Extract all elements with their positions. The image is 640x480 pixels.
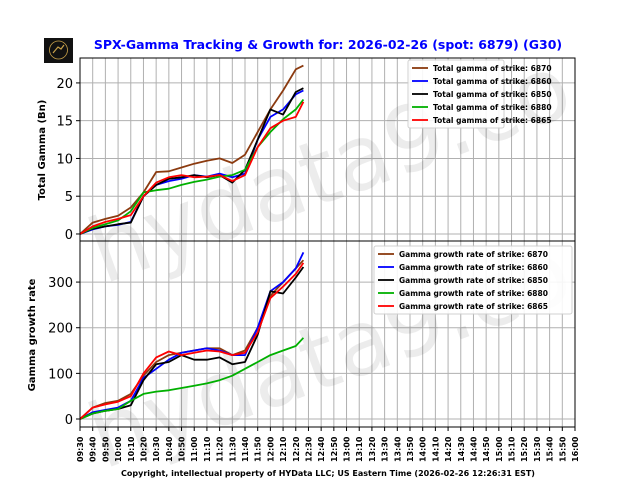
legend-entry: Total gamma of strike: 6860 [433, 77, 552, 86]
legend [373, 245, 573, 315]
legend-entry: Total gamma of strike: 6870 [433, 64, 552, 73]
x-tick-label: 14:20 [444, 436, 453, 462]
series-line-6865 [79, 262, 305, 420]
x-tick-label: 11:00 [190, 436, 199, 462]
legend-entry: Gamma growth rate of strike: 6880 [399, 289, 548, 298]
logo [44, 38, 73, 63]
x-tick-label: 13:30 [381, 436, 390, 462]
x-tick-label: 12:50 [330, 436, 339, 462]
x-tick-label: 15:30 [533, 436, 542, 462]
x-tick-label: 09:50 [101, 436, 110, 462]
x-tick-label: 11:20 [216, 436, 225, 462]
legend-entry: Gamma growth rate of strike: 6860 [399, 263, 548, 272]
x-tick-label: 12:00 [266, 436, 275, 462]
copyright-note: Copyright, intellectual property of HYDa… [121, 469, 535, 478]
x-tick-label: 11:50 [254, 436, 263, 462]
x-tick-label: 10:30 [152, 436, 161, 462]
series-line-6880 [79, 98, 305, 235]
x-tick-label: 14:00 [419, 436, 428, 462]
x-tick-label: 12:10 [279, 436, 288, 462]
x-tick-label: 15:40 [546, 436, 555, 462]
series-line-6865 [79, 101, 305, 235]
y-tick-label: 0 [65, 413, 73, 428]
x-tick-label: 14:40 [469, 436, 478, 462]
legend-entry: Gamma growth rate of strike: 6865 [399, 302, 548, 311]
legend [407, 59, 505, 129]
x-tick-label: 13:00 [343, 436, 352, 462]
y-tick-label: 10 [56, 152, 73, 167]
legend-entry: Total gamma of strike: 6850 [433, 90, 552, 99]
x-tick-label: 15:20 [520, 436, 529, 462]
y-tick-label: 5 [65, 190, 73, 205]
y-tick-label: 20 [56, 77, 73, 92]
x-tick-label: 15:10 [508, 436, 517, 462]
legend-entry: Total gamma of strike: 6865 [433, 116, 552, 125]
x-tick-label: 12:30 [304, 436, 313, 462]
legend-entry: Gamma growth rate of strike: 6850 [399, 276, 548, 285]
x-tick-label: 10:10 [127, 436, 136, 462]
x-tick-label: 10:00 [114, 436, 123, 462]
chart-title: SPX-Gamma Tracking & Growth for: 2026-02… [94, 37, 562, 52]
legend-entry: Gamma growth rate of strike: 6870 [399, 250, 548, 259]
y-tick-label: 0 [65, 228, 73, 243]
x-tick-label: 13:10 [355, 436, 364, 462]
x-tick-label: 10:50 [178, 436, 187, 462]
y-tick-label: 200 [48, 322, 73, 337]
x-tick-label: 15:50 [558, 436, 567, 462]
plot-frame [79, 240, 576, 428]
x-tick-label: 12:40 [317, 436, 326, 462]
x-tick-label: 13:50 [406, 436, 415, 462]
x-tick-label: 09:40 [89, 436, 98, 462]
x-tick-label: 14:50 [482, 436, 491, 462]
x-tick-label: 10:40 [165, 436, 174, 462]
x-tick-label: 12:20 [292, 436, 301, 462]
x-tick-label: 16:00 [571, 436, 580, 462]
x-tick-label: 14:30 [457, 436, 466, 462]
x-tick-label: 11:30 [228, 436, 237, 462]
series-line-6880 [79, 337, 305, 420]
top-y-axis-label: Total Gamma (Bn) [37, 100, 48, 201]
x-tick-label: 09:30 [76, 436, 85, 462]
x-tick-label: 11:40 [241, 436, 250, 462]
x-tick-label: 11:10 [203, 436, 212, 462]
x-tick-label: 13:40 [393, 436, 402, 462]
y-tick-label: 300 [48, 276, 73, 291]
series-line-6850 [79, 87, 304, 235]
bottom-y-axis-label: Gamma growth rate [27, 278, 38, 391]
legend-entry: Total gamma of strike: 6880 [433, 103, 552, 112]
x-tick-label: 14:10 [431, 436, 440, 462]
y-tick-label: 15 [56, 115, 73, 130]
x-tick-label: 13:20 [368, 436, 377, 462]
x-tick-label: 15:00 [495, 436, 504, 462]
y-tick-label: 100 [48, 367, 73, 382]
x-tick-label: 10:20 [139, 436, 148, 462]
